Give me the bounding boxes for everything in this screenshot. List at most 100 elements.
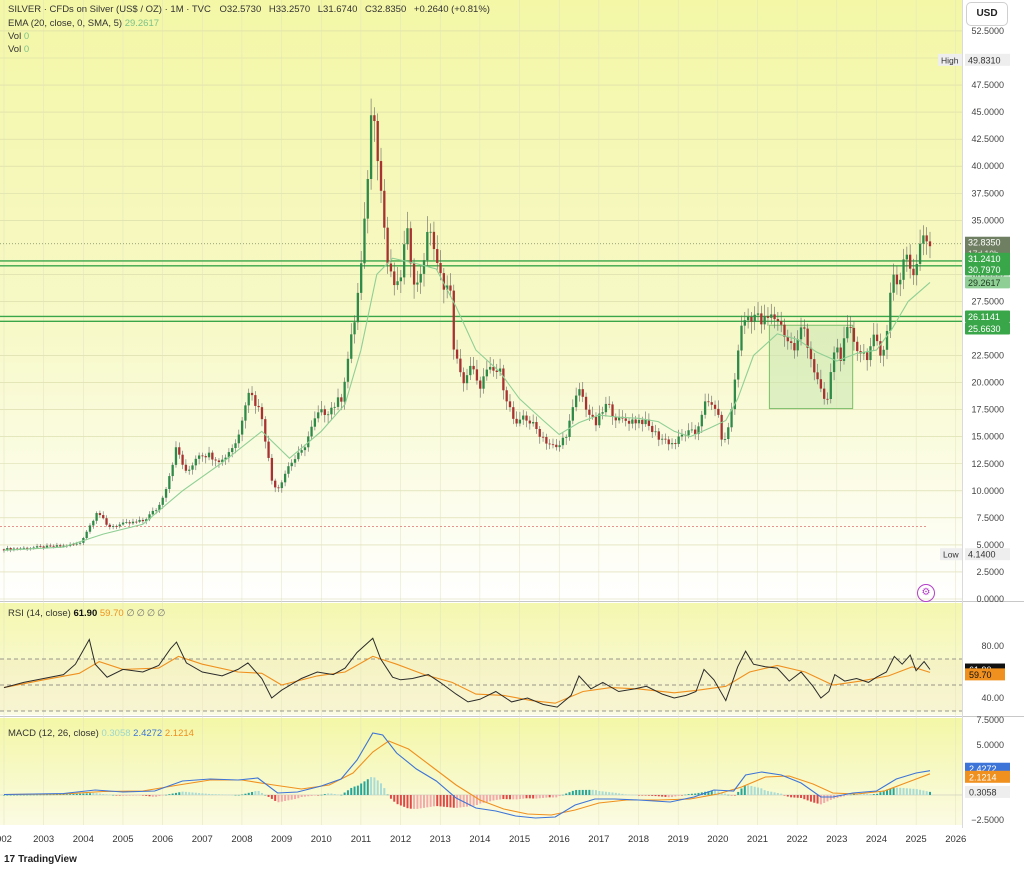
time-tick-label[interactable]: 2022 <box>787 834 808 845</box>
candle-body[interactable] <box>889 292 892 331</box>
time-tick-label[interactable]: 2009 <box>271 834 292 845</box>
candle-body[interactable] <box>664 438 667 440</box>
candle-body[interactable] <box>826 398 829 400</box>
candle-body[interactable] <box>651 425 654 433</box>
candle-body[interactable] <box>197 455 201 459</box>
candle-body[interactable] <box>594 416 598 426</box>
candle-body[interactable] <box>538 428 541 437</box>
candle-body[interactable] <box>244 405 247 421</box>
candle-body[interactable] <box>842 338 846 361</box>
candle-body[interactable] <box>647 419 651 426</box>
candle-body[interactable] <box>72 544 75 546</box>
candle-body[interactable] <box>204 456 207 458</box>
candle-body[interactable] <box>909 254 912 269</box>
candle-body[interactable] <box>111 525 115 527</box>
candle-body[interactable] <box>346 358 350 382</box>
candle-body[interactable] <box>604 403 608 413</box>
candle-body[interactable] <box>518 419 522 424</box>
candle-body[interactable] <box>875 334 879 342</box>
candle-body[interactable] <box>697 426 700 435</box>
ema-legend[interactable]: EMA (20, close, 0, SMA, 5) 29.2617 <box>8 18 159 29</box>
candle-body[interactable] <box>806 328 809 348</box>
time-tick-label[interactable]: 2006 <box>152 834 173 845</box>
candle-body[interactable] <box>670 443 674 445</box>
candle-body[interactable] <box>254 395 257 406</box>
time-tick-label[interactable]: 2025 <box>906 834 927 845</box>
candle-body[interactable] <box>181 454 184 465</box>
candle-body[interactable] <box>819 379 823 389</box>
candle-body[interactable] <box>115 525 118 527</box>
candle-body[interactable] <box>753 314 756 322</box>
candle-body[interactable] <box>674 443 677 445</box>
candle-body[interactable] <box>148 514 151 520</box>
candle-body[interactable] <box>571 407 574 421</box>
candle-body[interactable] <box>902 259 905 280</box>
candle-body[interactable] <box>224 457 227 460</box>
candle-body[interactable] <box>409 228 412 264</box>
candle-body[interactable] <box>369 115 373 179</box>
candle-body[interactable] <box>389 263 393 272</box>
candle-body[interactable] <box>459 358 462 373</box>
candle-body[interactable] <box>885 330 889 350</box>
ema-line[interactable] <box>3 257 931 551</box>
candle-body[interactable] <box>627 420 631 424</box>
candle-body[interactable] <box>528 420 531 424</box>
macd-line[interactable] <box>3 732 931 819</box>
candle-body[interactable] <box>6 547 9 551</box>
symbol-name[interactable]: SILVER · CFDs on Silver (US$ / OZ) · 1M … <box>8 4 211 15</box>
candle-body[interactable] <box>379 161 383 191</box>
candle-body[interactable] <box>416 282 419 285</box>
candle-body[interactable] <box>22 547 25 549</box>
candle-body[interactable] <box>482 376 485 389</box>
candle-body[interactable] <box>723 439 727 440</box>
candle-body[interactable] <box>525 415 528 421</box>
candle-body[interactable] <box>320 409 323 413</box>
time-tick-label[interactable]: 2003 <box>33 834 54 845</box>
candle-body[interactable] <box>240 420 244 435</box>
time-tick-label[interactable]: 2026 <box>945 834 966 845</box>
candle-body[interactable] <box>918 243 922 264</box>
candle-body[interactable] <box>713 404 717 409</box>
candle-body[interactable] <box>201 455 204 457</box>
candle-body[interactable] <box>297 452 300 460</box>
candle-body[interactable] <box>733 379 737 410</box>
candle-body[interactable] <box>92 520 95 526</box>
candle-body[interactable] <box>548 443 551 445</box>
candle-body[interactable] <box>879 341 882 356</box>
time-tick-label[interactable]: 2016 <box>549 834 570 845</box>
candle-body[interactable] <box>776 319 780 322</box>
time-tick-label[interactable]: 2024 <box>866 834 887 845</box>
candle-body[interactable] <box>446 285 449 290</box>
candle-body[interactable] <box>475 369 479 381</box>
candle-body[interactable] <box>300 450 303 453</box>
macd-pane[interactable] <box>0 732 962 819</box>
candle-body[interactable] <box>760 313 763 325</box>
candle-body[interactable] <box>171 464 174 477</box>
candle-body[interactable] <box>789 341 793 343</box>
candle-body[interactable] <box>178 447 181 455</box>
candle-body[interactable] <box>488 366 492 370</box>
candle-body[interactable] <box>108 524 111 527</box>
symbol-legend[interactable]: SILVER · CFDs on Silver (US$ / OZ) · 1M … <box>8 4 490 15</box>
candle-body[interactable] <box>508 401 512 408</box>
candle-body[interactable] <box>839 347 842 361</box>
time-tick-label[interactable]: 002 <box>0 834 12 845</box>
candle-body[interactable] <box>214 459 217 461</box>
candle-body[interactable] <box>399 277 403 282</box>
candle-body[interactable] <box>151 510 154 515</box>
candle-body[interactable] <box>462 372 465 384</box>
candle-body[interactable] <box>657 431 660 440</box>
candle-body[interactable] <box>260 407 264 420</box>
candle-body[interactable] <box>773 314 776 320</box>
candle-body[interactable] <box>750 316 753 322</box>
candle-body[interactable] <box>796 339 799 351</box>
candle-body[interactable] <box>396 281 399 286</box>
candle-body[interactable] <box>164 489 168 498</box>
candle-body[interactable] <box>449 285 452 291</box>
candle-body[interactable] <box>717 408 720 415</box>
price-axis[interactable]: 52.500050.000047.500045.000042.500040.00… <box>938 26 1010 825</box>
candle-body[interactable] <box>869 346 872 361</box>
candle-body[interactable] <box>756 313 760 315</box>
vol-label[interactable]: Vol <box>8 31 22 42</box>
candle-body[interactable] <box>412 263 416 285</box>
